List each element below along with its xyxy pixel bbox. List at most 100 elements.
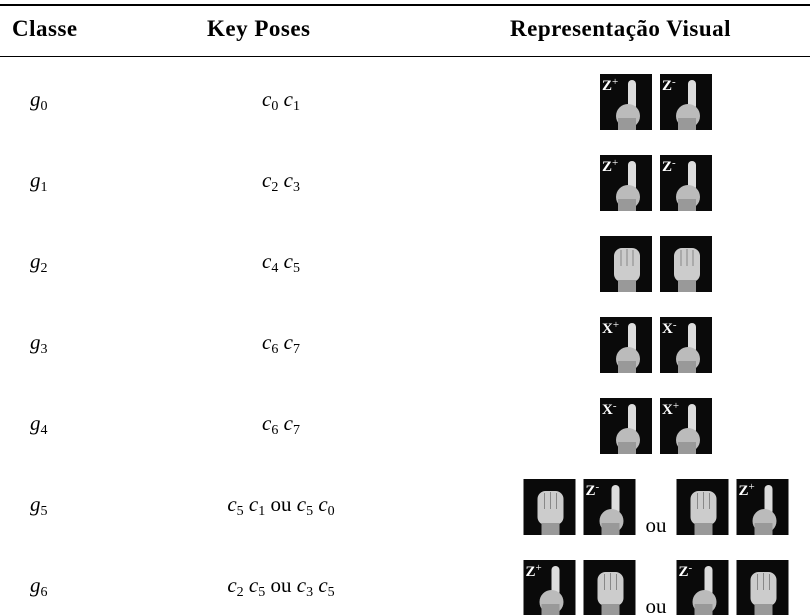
pose-label: Z-: [586, 479, 600, 499]
math-symbol: c3: [283, 168, 300, 195]
visual-cell: [600, 236, 712, 292]
math-symbol: c2: [227, 573, 243, 600]
axis-sign: +: [672, 400, 680, 412]
axis-letter: Z: [525, 564, 536, 580]
math-symbol: c5: [227, 492, 243, 519]
math-base: c: [283, 168, 293, 192]
visual-cell: Z+ ou Z-: [523, 560, 789, 615]
math-subscript: 1: [292, 99, 300, 114]
hand-image: Z+: [523, 560, 576, 615]
hand-image: [583, 560, 636, 615]
hand-image: Z-: [660, 74, 712, 130]
math-symbol: c6: [262, 411, 279, 438]
math-subscript: 5: [292, 261, 300, 276]
math-base: c: [318, 573, 328, 597]
key-poses-cell: c6 c7: [262, 330, 300, 358]
header-cell: Key Poses: [207, 16, 311, 41]
axis-sign: -: [672, 319, 677, 331]
hand-drawing: [616, 161, 640, 211]
math-subscript: 4: [40, 423, 48, 438]
axis-sign: +: [748, 481, 755, 493]
math-subscript: 6: [40, 585, 48, 600]
hand-drawing: [616, 404, 640, 454]
hand-image: X+: [660, 398, 712, 454]
math-symbol: g5: [30, 492, 48, 519]
axis-sign: -: [612, 400, 617, 412]
class-cell: g6: [30, 573, 48, 601]
class-cell: g2: [30, 249, 48, 277]
header-cell: Representação Visual: [510, 16, 732, 41]
math-base: c: [227, 492, 237, 516]
axis-letter: Z: [585, 483, 596, 499]
math-symbol: c4: [262, 249, 279, 276]
axis-letter: X: [662, 402, 673, 418]
math-base: g: [30, 168, 41, 192]
math-symbol: g4: [30, 411, 48, 438]
math-subscript: 5: [306, 504, 314, 519]
math-base: c: [248, 492, 259, 516]
class-cell: g1: [30, 168, 48, 196]
axis-letter: Z: [738, 483, 749, 499]
math-subscript: 5: [40, 504, 48, 519]
key-poses-cell: c0 c1: [262, 87, 300, 115]
math-subscript: 0: [327, 504, 335, 519]
math-base: c: [296, 573, 307, 597]
hand-image: [676, 479, 729, 535]
header-cell: Classe: [12, 16, 78, 41]
math-subscript: 6: [271, 423, 279, 438]
math-symbol: c1: [284, 87, 300, 114]
math-subscript: 5: [327, 585, 335, 600]
key-poses-cell: c5 c1 ou c5 c0: [227, 492, 334, 520]
math-base: c: [262, 330, 272, 354]
class-cell: g4: [30, 411, 48, 439]
top-rule: [0, 4, 810, 6]
pose-label: Z+: [739, 479, 755, 499]
hand-image: X+: [600, 317, 652, 373]
axis-sign: +: [535, 562, 542, 574]
class-cell: g0: [30, 87, 48, 115]
pose-label: X+: [602, 317, 619, 337]
hand-image: [523, 479, 576, 535]
hand-image: Z-: [660, 155, 712, 211]
math-base: c: [318, 492, 328, 516]
math-symbol: g2: [30, 249, 48, 276]
math-symbol: c5: [284, 249, 300, 276]
header-rule: [0, 56, 810, 57]
hand-drawing: [616, 323, 640, 373]
math-symbol: c3: [296, 573, 314, 600]
pose-label: X+: [662, 398, 679, 418]
math-subscript: 6: [271, 342, 279, 357]
hand-drawing: [676, 80, 700, 130]
axis-letter: Z: [662, 159, 673, 175]
math-base: g: [30, 87, 41, 111]
hand-drawing: [537, 491, 564, 535]
axis-sign: -: [672, 76, 676, 88]
hand-drawing: [616, 80, 640, 130]
axis-letter: Z: [602, 159, 613, 175]
math-subscript: 3: [306, 585, 314, 600]
math-symbol: c5: [318, 573, 335, 600]
math-symbol: g0: [30, 87, 48, 114]
math-base: c: [262, 249, 272, 273]
math-subscript: 7: [292, 423, 300, 438]
math-base: g: [30, 492, 41, 516]
math-symbol: g3: [30, 330, 48, 357]
axis-sign: +: [612, 319, 620, 331]
hand-image: X-: [660, 317, 712, 373]
hand-image: [600, 236, 652, 292]
hand-drawing: [539, 566, 564, 615]
math-subscript: 3: [40, 342, 48, 357]
hand-image: Z+: [600, 155, 652, 211]
axis-sign: -: [672, 157, 676, 169]
hand-image: X-: [600, 398, 652, 454]
pose-label: Z-: [679, 560, 693, 580]
separator-text: ou: [270, 492, 292, 516]
pose-label: Z+: [602, 155, 618, 175]
math-base: c: [262, 87, 272, 111]
math-symbol: c0: [318, 492, 335, 519]
math-subscript: 4: [271, 261, 279, 276]
hand-drawing: [614, 248, 640, 292]
math-subscript: 1: [258, 504, 266, 519]
axis-sign: +: [612, 76, 619, 88]
